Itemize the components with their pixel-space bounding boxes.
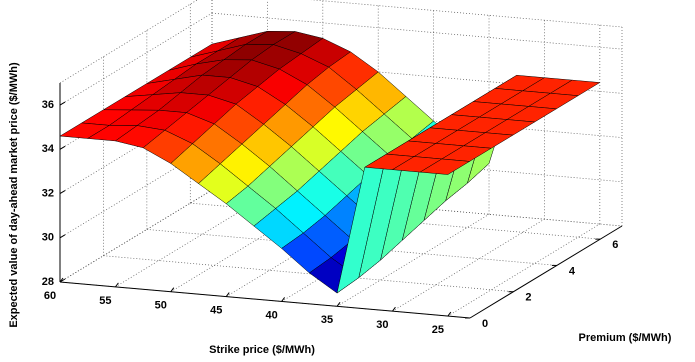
grid-line bbox=[211, 145, 623, 183]
y-tick-label: 4 bbox=[569, 265, 576, 277]
x-tick-label: 45 bbox=[210, 305, 222, 317]
x-tick-label: 30 bbox=[376, 319, 388, 331]
z-tick bbox=[59, 234, 66, 239]
x-tick bbox=[115, 282, 119, 288]
grid-line bbox=[190, 202, 601, 240]
box-edge bbox=[310, 0, 623, 28]
grid-line bbox=[447, 223, 601, 317]
z-tick bbox=[59, 101, 66, 106]
grid-line bbox=[211, 12, 623, 50]
y-tick-label: 6 bbox=[612, 239, 618, 251]
x-axis-label: Strike price ($/MWh) bbox=[209, 344, 315, 356]
x-axis bbox=[59, 281, 471, 319]
z-tick-label: 34 bbox=[42, 143, 55, 155]
z-tick-label: 36 bbox=[42, 99, 54, 111]
x-tick-label: 55 bbox=[99, 295, 111, 307]
grid-line bbox=[146, 229, 557, 266]
grid-line bbox=[392, 218, 545, 312]
x-tick bbox=[336, 302, 341, 307]
surface-patch bbox=[419, 158, 471, 175]
grid-line bbox=[103, 255, 514, 293]
z-tick bbox=[59, 145, 66, 150]
y-axis-label: Premium ($/MWh) bbox=[579, 332, 672, 344]
x-tick-label: 25 bbox=[432, 324, 444, 336]
z-tick-label: 30 bbox=[42, 232, 54, 244]
z-tick-label: 32 bbox=[42, 187, 54, 199]
x-tick bbox=[170, 287, 175, 293]
y-tick-label: 0 bbox=[482, 318, 488, 330]
x-tick bbox=[59, 277, 64, 283]
x-tick bbox=[447, 311, 452, 317]
y-axis bbox=[469, 225, 623, 319]
box-edge bbox=[211, 189, 623, 227]
x-tick-label: 50 bbox=[155, 300, 167, 312]
z-tick bbox=[59, 190, 66, 194]
z-tick-label: 28 bbox=[42, 276, 54, 288]
x-tick bbox=[281, 297, 286, 302]
x-tick-label: 35 bbox=[321, 314, 333, 326]
z-axis-label: Expected value of day-ahead market price… bbox=[8, 62, 20, 328]
x-tick-label: 60 bbox=[44, 290, 56, 302]
x-tick bbox=[225, 292, 230, 297]
x-tick bbox=[392, 306, 396, 312]
grid-line bbox=[211, 101, 623, 138]
box-edge bbox=[59, 189, 213, 283]
y-tick-label: 2 bbox=[525, 292, 531, 304]
x-tick-label: 40 bbox=[265, 309, 277, 321]
